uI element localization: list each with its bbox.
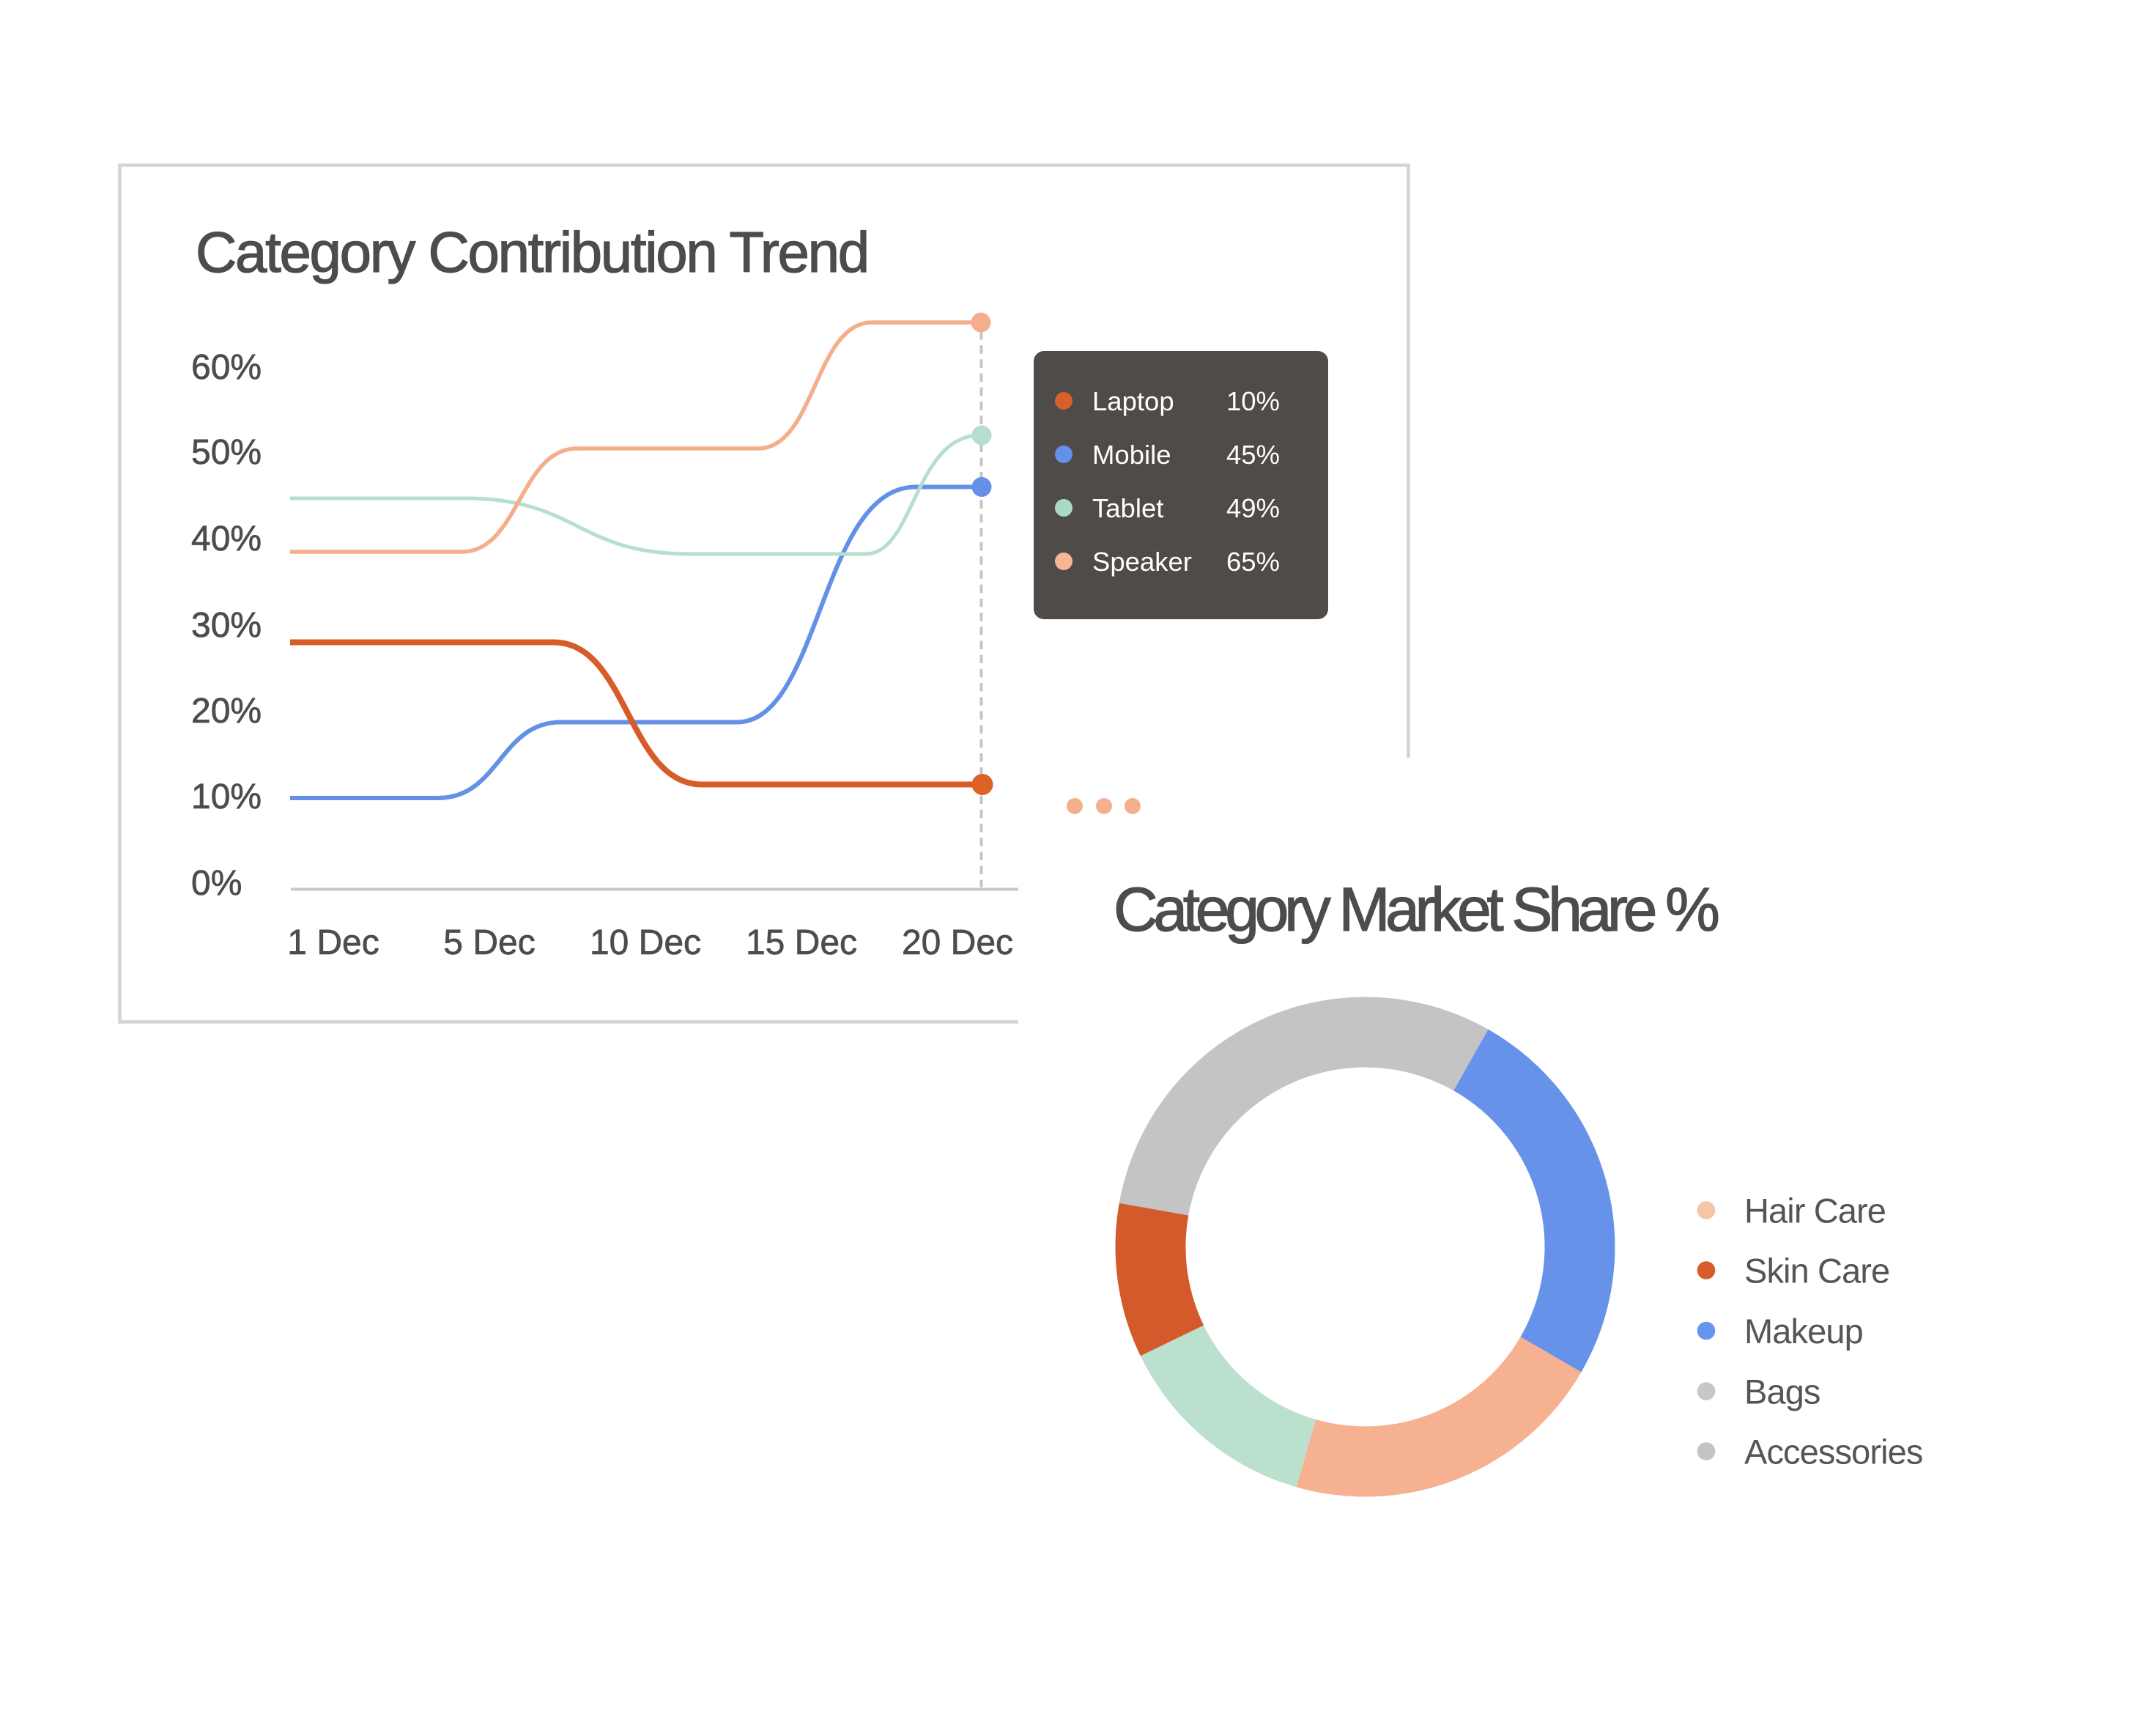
svg-text:30%: 30% [191, 606, 262, 645]
svg-text:0%: 0% [191, 864, 242, 903]
svg-text:Accessories: Accessories [1744, 1433, 1922, 1471]
svg-text:Category Market Share %: Category Market Share % [1114, 875, 1718, 944]
svg-text:1 Dec: 1 Dec [287, 923, 379, 962]
svg-text:15 Dec: 15 Dec [746, 923, 857, 962]
svg-text:Skin Care: Skin Care [1744, 1252, 1889, 1290]
svg-text:49%: 49% [1226, 493, 1280, 523]
svg-text:Laptop: Laptop [1092, 386, 1174, 416]
svg-text:20 Dec: 20 Dec [902, 923, 1013, 962]
svg-text:Category Contribution Trend: Category Contribution Trend [196, 220, 868, 284]
svg-text:Speaker: Speaker [1092, 547, 1192, 577]
svg-text:50%: 50% [191, 433, 262, 472]
svg-text:10 Dec: 10 Dec [590, 923, 701, 962]
svg-text:Makeup: Makeup [1744, 1312, 1863, 1351]
svg-text:10%: 10% [1226, 386, 1280, 416]
svg-text:Hair Care: Hair Care [1744, 1192, 1886, 1230]
svg-text:20%: 20% [191, 692, 262, 731]
svg-text:65%: 65% [1226, 547, 1280, 577]
svg-text:Mobile: Mobile [1092, 440, 1171, 470]
svg-text:10%: 10% [191, 777, 262, 816]
svg-text:Bags: Bags [1744, 1373, 1820, 1411]
svg-text:40%: 40% [191, 520, 262, 558]
svg-text:5 Dec: 5 Dec [443, 923, 535, 962]
svg-text:60%: 60% [191, 348, 262, 387]
svg-text:45%: 45% [1226, 440, 1280, 470]
svg-text:Tablet: Tablet [1092, 493, 1163, 523]
